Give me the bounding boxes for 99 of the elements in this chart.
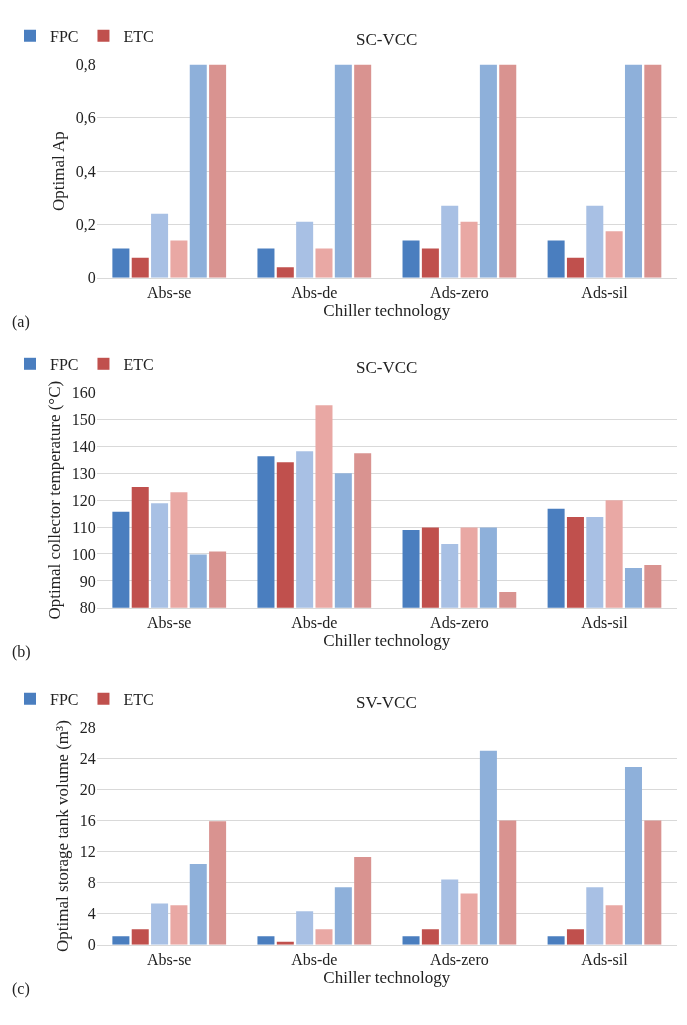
bar — [354, 857, 372, 945]
y-tick-label: 16 — [79, 812, 96, 830]
bar — [315, 248, 333, 278]
bar — [131, 929, 149, 945]
bar — [566, 257, 584, 278]
bar — [421, 248, 439, 278]
x-tick-label: Ads-sil — [581, 284, 629, 302]
y-tick-label: 130 — [71, 464, 96, 482]
bar — [354, 64, 372, 278]
y-tick-label: 28 — [79, 718, 96, 736]
y-tick-label: 0 — [87, 269, 96, 287]
bar — [276, 267, 294, 278]
text: (c) — [12, 980, 30, 998]
bar — [644, 64, 662, 278]
y-tick-label: 20 — [79, 781, 96, 799]
bar — [479, 64, 497, 278]
x-tick-label: Ads-sil — [581, 950, 629, 968]
bar — [624, 64, 642, 278]
y-tick-label: 8 — [87, 874, 96, 892]
x-tick-label: Ads-sil — [581, 614, 629, 632]
y-tick-label: 4 — [87, 905, 96, 923]
y-tick-label: 160 — [71, 384, 96, 402]
bar — [460, 893, 478, 945]
bar — [441, 879, 459, 945]
legend-label: ETC — [123, 356, 154, 374]
x-tick-label: Ads-zero — [430, 284, 489, 302]
bar — [547, 240, 565, 278]
y-axis-title: Optimal Ap — [49, 131, 69, 212]
bar — [624, 766, 642, 945]
y-tick-label: 90 — [79, 572, 96, 590]
bar — [586, 887, 604, 945]
bar — [209, 64, 227, 278]
bar — [189, 864, 207, 945]
x-tick-label: Ads-zero — [430, 950, 489, 968]
bar — [151, 903, 169, 945]
bar — [605, 231, 623, 278]
bar — [421, 929, 439, 945]
legend-label: FPC — [50, 28, 79, 46]
y-tick-label: 0,4 — [75, 162, 96, 180]
y-tick-label: 0,6 — [75, 109, 96, 127]
bar — [402, 936, 420, 945]
bar — [257, 248, 275, 278]
bar — [479, 750, 497, 945]
bar — [209, 821, 227, 945]
legend-label: ETC — [123, 28, 154, 46]
x-tick-label: Abs-de — [291, 614, 338, 632]
bar — [334, 64, 352, 278]
y-axis-title: Optimal collector temperature (°C) — [45, 380, 65, 620]
bar — [296, 221, 314, 278]
chart-title: SC-VCC — [356, 358, 418, 377]
y-tick-label: 120 — [71, 491, 96, 509]
bar — [189, 64, 207, 278]
bar — [644, 820, 662, 945]
bar — [296, 911, 314, 945]
y-tick-label: 80 — [79, 599, 96, 617]
y-tick-label: 150 — [71, 410, 96, 428]
x-tick-label: Abs-de — [291, 284, 338, 302]
y-tick-label: 0,2 — [75, 216, 96, 234]
x-tick-label: Abs-se — [147, 284, 192, 302]
x-tick-label: Abs-se — [147, 950, 192, 968]
bar — [402, 240, 420, 278]
x-axis-title: Chiller technology — [323, 968, 451, 988]
chart-title: SC-VCC — [356, 30, 418, 49]
y-tick-label: 0,8 — [75, 56, 96, 74]
bar — [112, 248, 130, 278]
x-tick-label: Abs-se — [147, 614, 192, 632]
bar — [170, 905, 188, 945]
y-tick-label: 140 — [71, 437, 96, 455]
bar — [566, 929, 584, 945]
y-tick-label: 12 — [79, 843, 96, 861]
bar — [605, 905, 623, 945]
x-axis-title: Chiller technology — [323, 631, 451, 651]
bar — [315, 929, 333, 945]
y-axis-title: Optimal storage tank volume (m³) — [53, 720, 73, 952]
bar — [170, 240, 188, 278]
bar — [460, 221, 478, 278]
y-tick-label: 110 — [72, 518, 96, 536]
text: (b) — [12, 643, 31, 661]
legend-label: FPC — [50, 356, 79, 374]
text: (a) — [12, 313, 30, 331]
legend-label: FPC — [50, 690, 79, 708]
x-axis-title: Chiller technology — [323, 301, 451, 321]
bar — [112, 936, 130, 945]
bar — [257, 936, 275, 945]
chart-title: SV-VCC — [356, 693, 417, 712]
x-tick-label: Abs-de — [291, 950, 338, 968]
bar — [499, 820, 517, 945]
bar — [547, 936, 565, 945]
y-tick-label: 24 — [79, 750, 96, 768]
bar — [131, 257, 149, 278]
bar — [151, 213, 169, 278]
bar — [441, 205, 459, 278]
bar — [499, 64, 517, 278]
x-tick-label: Ads-zero — [430, 614, 489, 632]
bar — [334, 887, 352, 945]
y-tick-label: 0 — [87, 936, 96, 954]
y-tick-label: 100 — [71, 545, 96, 563]
bar — [586, 205, 604, 278]
legend-label: ETC — [123, 690, 154, 708]
